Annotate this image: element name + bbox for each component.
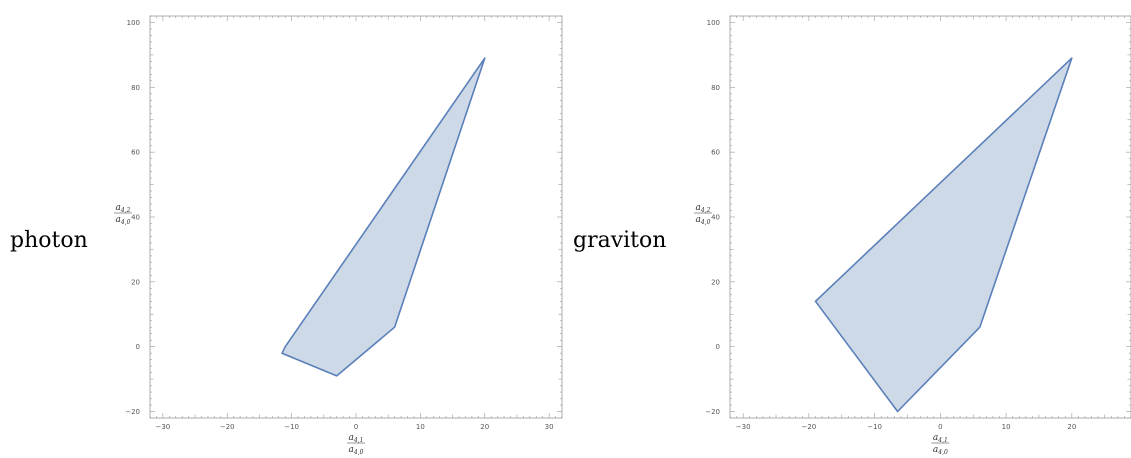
x-tick-label: 10	[1002, 423, 1011, 431]
x-tick-label: −10	[867, 423, 882, 431]
allowed-region	[814, 57, 1073, 413]
x-tick-label: −30	[736, 423, 751, 431]
y-axis-label: a4,2a4,0	[694, 203, 712, 226]
y-tick-label: 60	[131, 149, 140, 157]
x-tick-label: 10	[416, 423, 425, 431]
x-tick-label: −20	[801, 423, 816, 431]
svg-text:a4,0: a4,0	[349, 445, 364, 456]
x-tick-label: 20	[480, 423, 489, 431]
x-axis-label: a4,1a4,0	[347, 433, 365, 456]
y-tick-label: −20	[125, 408, 140, 416]
svg-text:a4,2: a4,2	[116, 203, 131, 214]
y-tick-label: 80	[131, 84, 140, 92]
panel-label-graviton: graviton	[573, 228, 667, 253]
y-tick-label: −20	[705, 408, 720, 416]
x-tick-label: 0	[354, 423, 358, 431]
allowed-region	[281, 57, 486, 377]
graviton-plot: −30−20−100102030−20020406080100a4,1a4,0a…	[694, 15, 1131, 456]
svg-text:a4,0: a4,0	[933, 445, 948, 456]
x-tick-label: −20	[220, 423, 235, 431]
photon-plot: −30 −20 −10 0 10 20 30−20020406080100a4,1a4,0a…	[114, 15, 563, 456]
y-tick-label: 40	[711, 214, 720, 222]
x-tick-label: 30	[545, 423, 554, 431]
x-tick-label: 0	[938, 423, 942, 431]
y-tick-label: 100	[127, 19, 140, 27]
panel-label-photon: photon	[10, 228, 88, 253]
x-axis-label: a4,1a4,0	[931, 433, 950, 456]
y-tick-label: 60	[711, 149, 720, 157]
x-tick-label: 20	[1067, 423, 1076, 431]
svg-text:a4,0: a4,0	[116, 215, 131, 226]
y-tick-label: 80	[711, 84, 720, 92]
svg-text:a4,0: a4,0	[696, 215, 711, 226]
y-axis-label: a4,2a4,0	[114, 203, 132, 226]
x-tick-label: −30	[155, 423, 170, 431]
svg-text:a4,1: a4,1	[933, 433, 948, 444]
y-tick-label: 100	[707, 19, 720, 27]
y-tick-label: 0	[136, 343, 140, 351]
svg-text:a4,1: a4,1	[349, 433, 364, 444]
y-tick-label: 20	[131, 278, 140, 286]
y-tick-label: 40	[131, 214, 140, 222]
svg-text:a4,2: a4,2	[696, 203, 711, 214]
y-tick-label: 0	[716, 343, 720, 351]
y-tick-label: 20	[711, 278, 720, 286]
x-tick-label: −10	[284, 423, 299, 431]
